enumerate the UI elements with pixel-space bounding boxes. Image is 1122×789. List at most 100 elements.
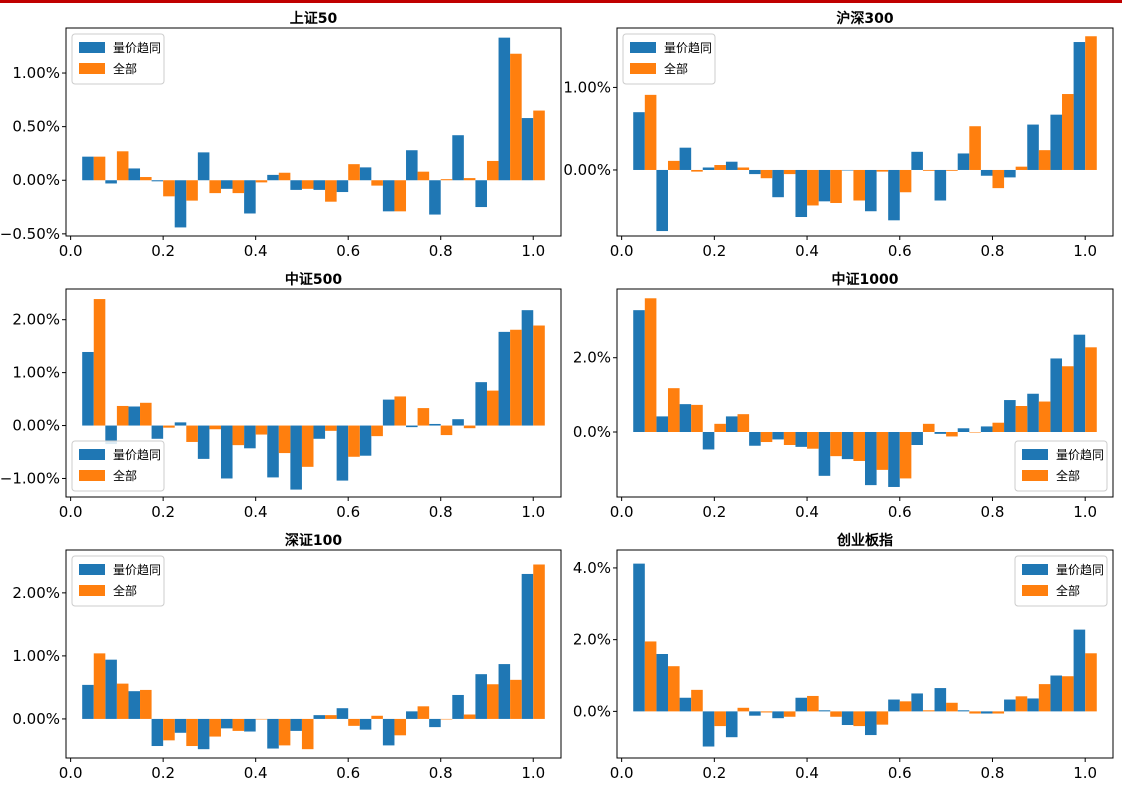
bar-series1 [725, 161, 738, 170]
bar-series2 [644, 298, 657, 432]
bar-series2 [853, 432, 865, 461]
bar-series1 [841, 711, 854, 726]
bar-series2 [255, 718, 268, 720]
x-tick-label: 1.0 [1073, 242, 1097, 260]
legend-swatch [79, 42, 105, 53]
bar-series1 [197, 718, 210, 750]
bar-series1 [772, 432, 784, 440]
bar-series2 [533, 564, 545, 719]
bar-series1 [679, 404, 692, 432]
bar-series2 [163, 718, 175, 741]
bar-series2 [1015, 406, 1028, 432]
x-tick-label: 0.4 [244, 764, 268, 782]
bar-series2 [644, 94, 657, 170]
x-tick-label: 0.8 [981, 242, 1005, 260]
legend-label: 量价趋同 [113, 448, 161, 462]
x-tick-label: 0.2 [151, 503, 175, 521]
x-tick-label: 0.8 [981, 764, 1005, 782]
bar-series2 [760, 432, 773, 443]
bar-series2 [325, 715, 337, 719]
bar-series1 [656, 169, 668, 232]
x-tick-label: 0.6 [888, 764, 912, 782]
bar-series1 [795, 432, 808, 447]
bar-series1 [865, 169, 877, 212]
bar-series2 [463, 425, 476, 429]
x-tick-label: 0.6 [336, 242, 360, 260]
bar-series2 [1015, 696, 1028, 712]
x-tick-label: 0.2 [702, 242, 726, 260]
y-tick-label: 0.0% [573, 423, 611, 441]
bar-series1 [267, 425, 279, 478]
bar-series2 [714, 711, 726, 727]
bar-series1 [105, 180, 117, 184]
bar-series2 [163, 180, 175, 197]
bar-series2 [783, 711, 796, 717]
bar-series2 [93, 156, 106, 181]
chart-title: 上证50 [290, 11, 338, 27]
bar-series2 [301, 180, 314, 189]
bar-series2 [417, 171, 430, 181]
plot-frame [616, 288, 1114, 498]
bar-series2 [1015, 166, 1028, 170]
y-tick-label: −0.50% [0, 225, 60, 243]
bar-series2 [278, 172, 291, 181]
x-tick-label: 1.0 [521, 503, 545, 521]
y-tick-label: 0.00% [12, 710, 60, 728]
bar-series2 [1038, 684, 1051, 712]
bar-series1 [244, 718, 256, 732]
y-tick-label: 0.50% [12, 118, 60, 136]
bar-series1 [128, 406, 141, 426]
bar-series2 [807, 432, 819, 449]
bar-series1 [865, 711, 877, 736]
legend-swatch [1022, 564, 1048, 575]
bar-series1 [174, 718, 187, 733]
bar-series1 [888, 169, 900, 221]
bar-series1 [290, 180, 302, 190]
legend-swatch [79, 470, 105, 481]
x-tick-label: 1.0 [1073, 764, 1097, 782]
x-tick-label: 0.2 [151, 764, 175, 782]
bar-series1 [888, 699, 900, 712]
bar-series2 [783, 432, 796, 445]
bar-series1 [725, 711, 738, 738]
plot-frame [616, 549, 1114, 759]
bar-series1 [128, 691, 141, 719]
bar-series2 [807, 695, 819, 712]
x-tick-label: 0.6 [888, 242, 912, 260]
bar-series2 [440, 718, 453, 720]
bar-series1 [220, 180, 233, 189]
bar-series1 [957, 710, 970, 712]
bar-series1 [818, 169, 831, 202]
bar-series1 [359, 425, 372, 456]
bar-series1 [382, 399, 395, 426]
y-tick-label: 0.0% [573, 702, 611, 720]
bar-series2 [163, 425, 175, 428]
bar-series2 [992, 169, 1005, 189]
plot-frame [65, 549, 562, 759]
bar-series1 [772, 169, 784, 198]
bar-series1 [151, 180, 164, 182]
bar-series1 [980, 426, 993, 432]
bar-series2 [116, 151, 129, 181]
bar-series2 [116, 405, 129, 426]
bar-series2 [760, 711, 773, 713]
bar-series2 [830, 432, 842, 457]
bar-series1 [1027, 393, 1039, 432]
bar-series1 [82, 156, 94, 181]
bar-series1 [359, 167, 372, 181]
bar-series2 [394, 180, 407, 212]
bar-series1 [633, 310, 645, 432]
bar-series2 [946, 169, 958, 171]
bar-series1 [702, 432, 715, 450]
bar-series1 [267, 718, 279, 749]
bar-series1 [313, 425, 326, 439]
bar-series1 [220, 718, 233, 729]
x-tick-label: 0.0 [59, 764, 83, 782]
bar-series1 [290, 425, 302, 490]
x-tick-label: 0.6 [336, 503, 360, 521]
bar-series1 [475, 674, 487, 719]
bar-series1 [521, 573, 534, 719]
